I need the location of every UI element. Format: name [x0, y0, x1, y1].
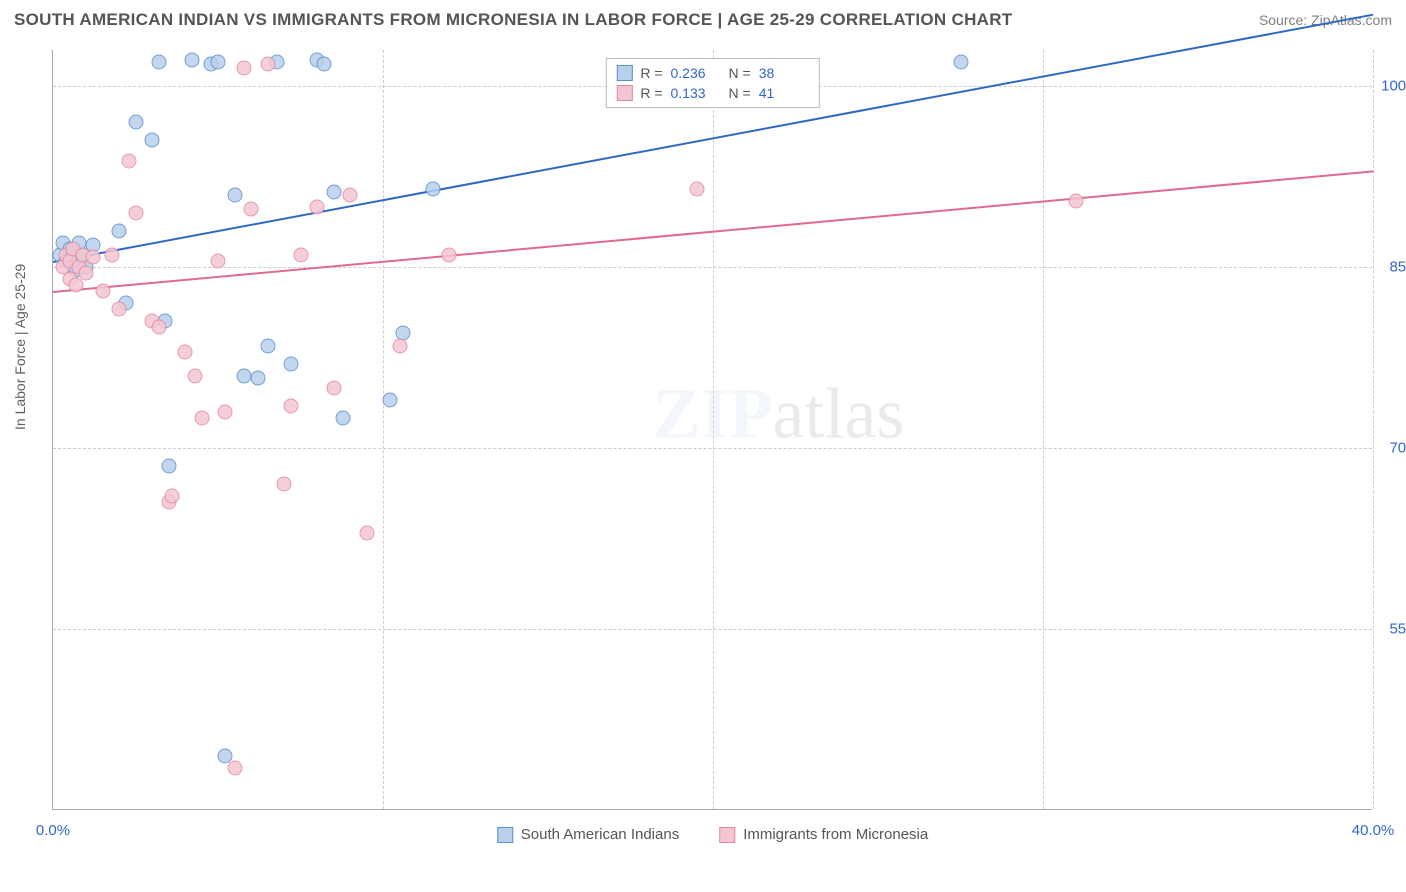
data-point-blue — [283, 356, 298, 371]
x-tick-label: 0.0% — [36, 822, 70, 839]
data-point-pink — [95, 284, 110, 299]
r-label: R = — [640, 65, 662, 81]
gridline-vertical — [713, 50, 714, 809]
y-axis-label: In Labor Force | Age 25-29 — [12, 264, 28, 430]
data-point-blue — [953, 55, 968, 70]
watermark: ZIPatlas — [652, 373, 904, 456]
data-point-pink — [178, 344, 193, 359]
data-point-blue — [161, 459, 176, 474]
data-point-pink — [237, 61, 252, 76]
series-legend-label: Immigrants from Micronesia — [743, 826, 928, 843]
r-value: 0.133 — [671, 85, 721, 101]
gridline-vertical — [1043, 50, 1044, 809]
n-label: N = — [729, 85, 751, 101]
data-point-pink — [359, 525, 374, 540]
data-point-blue — [184, 52, 199, 67]
data-point-pink — [164, 489, 179, 504]
data-point-pink — [293, 248, 308, 263]
data-point-pink — [1069, 193, 1084, 208]
data-point-blue — [145, 133, 160, 148]
data-point-pink — [128, 205, 143, 220]
watermark-atlas: atlas — [772, 374, 904, 454]
data-point-pink — [211, 254, 226, 269]
n-value: 41 — [759, 85, 809, 101]
data-point-pink — [227, 760, 242, 775]
data-point-pink — [244, 202, 259, 217]
data-point-blue — [326, 185, 341, 200]
data-point-pink — [187, 368, 202, 383]
n-value: 38 — [759, 65, 809, 81]
data-point-blue — [336, 410, 351, 425]
gridline-vertical — [383, 50, 384, 809]
data-point-pink — [689, 181, 704, 196]
data-point-pink — [260, 57, 275, 72]
data-point-pink — [121, 153, 136, 168]
chart-title: SOUTH AMERICAN INDIAN VS IMMIGRANTS FROM… — [14, 10, 1012, 30]
data-point-blue — [151, 55, 166, 70]
legend-swatch — [616, 65, 632, 81]
r-label: R = — [640, 85, 662, 101]
data-point-blue — [316, 57, 331, 72]
header: SOUTH AMERICAN INDIAN VS IMMIGRANTS FROM… — [14, 10, 1392, 30]
data-point-blue — [425, 181, 440, 196]
data-point-pink — [79, 266, 94, 281]
r-value: 0.236 — [671, 65, 721, 81]
data-point-pink — [151, 320, 166, 335]
data-point-blue — [382, 392, 397, 407]
y-tick-label: 55.0% — [1377, 621, 1406, 638]
x-tick-label: 40.0% — [1352, 822, 1395, 839]
y-tick-label: 100.0% — [1377, 78, 1406, 95]
correlation-legend-row: R = 0.236 N = 38 — [616, 63, 808, 83]
y-tick-label: 70.0% — [1377, 440, 1406, 457]
gridline-vertical — [1373, 50, 1374, 809]
data-point-blue — [112, 223, 127, 238]
data-point-pink — [112, 302, 127, 317]
data-point-blue — [250, 371, 265, 386]
series-legend-label: South American Indians — [521, 826, 679, 843]
data-point-pink — [217, 404, 232, 419]
legend-swatch — [497, 827, 513, 843]
data-point-pink — [85, 250, 100, 265]
legend-swatch — [719, 827, 735, 843]
data-point-blue — [227, 187, 242, 202]
data-point-pink — [392, 338, 407, 353]
series-legend-item: Immigrants from Micronesia — [719, 826, 928, 843]
data-point-pink — [194, 410, 209, 425]
data-point-pink — [442, 248, 457, 263]
series-legend-item: South American Indians — [497, 826, 679, 843]
data-point-pink — [277, 477, 292, 492]
data-point-pink — [69, 278, 84, 293]
scatter-plot-area: ZIPatlas 55.0%70.0%85.0%100.0%0.0%40.0%R… — [52, 50, 1372, 810]
correlation-legend-row: R = 0.133 N = 41 — [616, 83, 808, 103]
data-point-pink — [326, 380, 341, 395]
data-point-pink — [105, 248, 120, 263]
legend-swatch — [616, 85, 632, 101]
n-label: N = — [729, 65, 751, 81]
y-tick-label: 85.0% — [1377, 259, 1406, 276]
data-point-blue — [128, 115, 143, 130]
correlation-legend: R = 0.236 N = 38 R = 0.133 N = 41 — [605, 58, 819, 108]
data-point-pink — [343, 187, 358, 202]
data-point-blue — [211, 55, 226, 70]
series-legend: South American Indians Immigrants from Mi… — [497, 826, 928, 843]
data-point-blue — [260, 338, 275, 353]
data-point-pink — [283, 398, 298, 413]
data-point-pink — [310, 199, 325, 214]
